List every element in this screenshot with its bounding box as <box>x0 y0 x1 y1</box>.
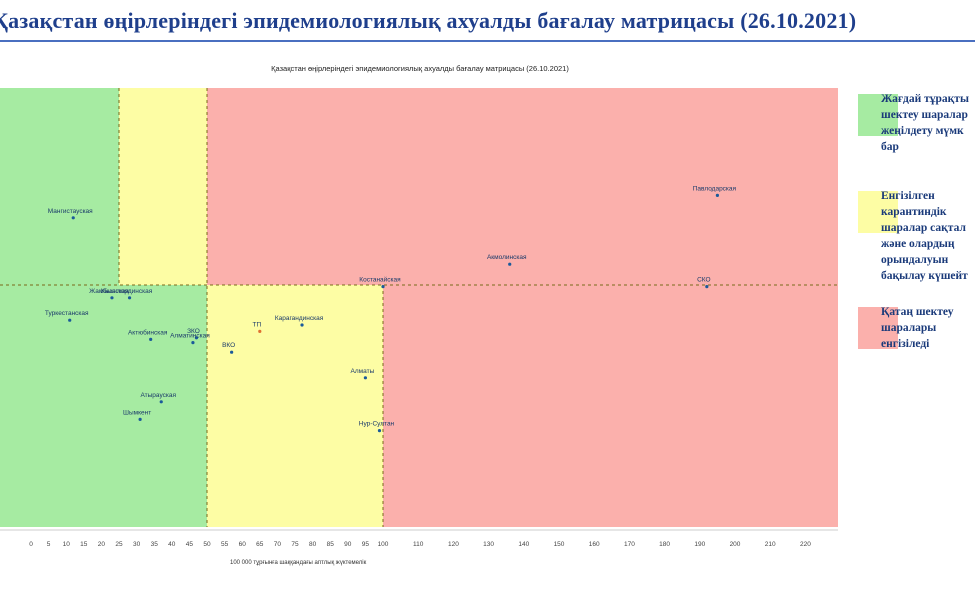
data-point <box>377 429 382 433</box>
data-point <box>705 285 709 289</box>
x-tick-label: 50 <box>203 541 211 548</box>
legend-swatch-red <box>858 307 898 349</box>
data-point <box>149 337 153 341</box>
x-tick-label: 5 <box>47 541 51 548</box>
point-label: Кызылординская <box>101 288 153 295</box>
data-point <box>71 216 75 220</box>
point-label: Атырауская <box>140 392 176 399</box>
matrix-chart: 0 5 10 15 20 25 30 35 40 45 50 55 60 65 70 75 80 85 90 95 10… <box>0 88 838 548</box>
data-point <box>159 400 163 404</box>
x-tick-label: 130 <box>483 541 494 548</box>
legend-swatch-yellow <box>858 191 898 233</box>
title-divider <box>0 40 975 42</box>
x-tick-label: 95 <box>362 541 370 548</box>
x-tick-label: 55 <box>221 541 229 548</box>
x-tick-label: 60 <box>239 541 247 548</box>
x-tick-label: 190 <box>694 541 705 548</box>
data-point <box>363 376 367 380</box>
x-tick-label: 15 <box>80 541 88 548</box>
point-label: ЗКО <box>187 328 200 335</box>
point-label: Мангистауская <box>48 208 93 215</box>
data-point <box>508 262 512 266</box>
x-tick-label: 90 <box>344 541 352 548</box>
x-tick-label: 200 <box>730 541 741 548</box>
x-tick-label: 75 <box>291 541 299 548</box>
x-tick-label: 100 <box>378 541 389 548</box>
x-tick-label: 85 <box>327 541 335 548</box>
data-point <box>191 341 195 345</box>
data-point <box>110 296 114 300</box>
point-label: Актюбинская <box>128 328 168 336</box>
data-point <box>138 417 142 421</box>
x-tick-label: 65 <box>256 541 264 548</box>
legend-label-stable: Жағдай тұрақты шектеу шаралар жеңілдету … <box>881 93 969 153</box>
data-point <box>715 193 720 197</box>
legend-swatch-green <box>858 94 898 136</box>
data-point <box>258 329 262 333</box>
x-tick-label: 20 <box>98 541 106 548</box>
data-point <box>381 285 385 289</box>
x-tick-label: 140 <box>518 541 529 548</box>
x-tick-label: 0 <box>29 541 33 548</box>
slide-title: Қазақстан өңірлеріндегі эпидемиологиялық… <box>0 8 857 33</box>
zone-yellow-top <box>119 88 207 285</box>
x-tick-label: 25 <box>115 541 123 548</box>
legend-label-strict: Қатаң шектеу шаралары енгізіледі <box>881 306 954 350</box>
point-label: Павлодарская <box>693 185 737 192</box>
zone-yellow-bottom <box>207 285 383 527</box>
data-point <box>194 336 199 340</box>
data-point <box>127 296 132 300</box>
point-label: Алматы <box>351 368 375 375</box>
point-label: ТП <box>252 321 261 328</box>
point-label: Туркестанская <box>45 310 89 317</box>
legend-label-caution: Енгізілген карантиндік шаралар сақтал жә… <box>881 190 968 282</box>
point-label: СКО <box>697 277 710 284</box>
data-point <box>230 350 234 354</box>
x-tick-label: 110 <box>413 541 424 548</box>
x-tick-label: 150 <box>554 541 565 548</box>
point-label: Шымкент <box>123 409 151 416</box>
x-tick-label: 40 <box>168 541 176 548</box>
point-label: Жамбылская <box>89 287 129 295</box>
x-axis-title: 100 000 тұрғынға шаққандағы аптлық жүкте… <box>230 560 367 566</box>
chart-title: Қазақстан өңірлеріндегі эпидемиологиялық… <box>271 64 569 73</box>
x-tick-label: 70 <box>274 541 282 548</box>
x-tick-label: 180 <box>659 541 670 548</box>
x-tick-label: 220 <box>800 541 811 548</box>
zone-red-top <box>207 88 838 285</box>
x-tick-label: 170 <box>624 541 635 548</box>
x-tick-label: 10 <box>63 541 71 548</box>
x-tick-label: 160 <box>589 541 600 548</box>
x-tick-label: 35 <box>151 541 159 548</box>
x-tick-label: 80 <box>309 541 317 548</box>
point-label: Карагандинская <box>275 315 324 322</box>
point-label: ВКО <box>222 342 235 349</box>
x-tick-label: 45 <box>186 541 194 548</box>
x-tick-label: 30 <box>133 541 141 548</box>
point-label: Костанайская <box>359 276 401 284</box>
data-point <box>300 323 304 327</box>
point-label: Алматинская <box>170 333 210 340</box>
point-label: Нур-Султан <box>359 421 395 428</box>
x-tick-label: 210 <box>765 541 776 548</box>
x-tick-label: 120 <box>448 541 459 548</box>
zone-red-bottom <box>383 285 838 527</box>
data-point <box>68 318 72 322</box>
point-label: Акмолинская <box>487 254 527 261</box>
